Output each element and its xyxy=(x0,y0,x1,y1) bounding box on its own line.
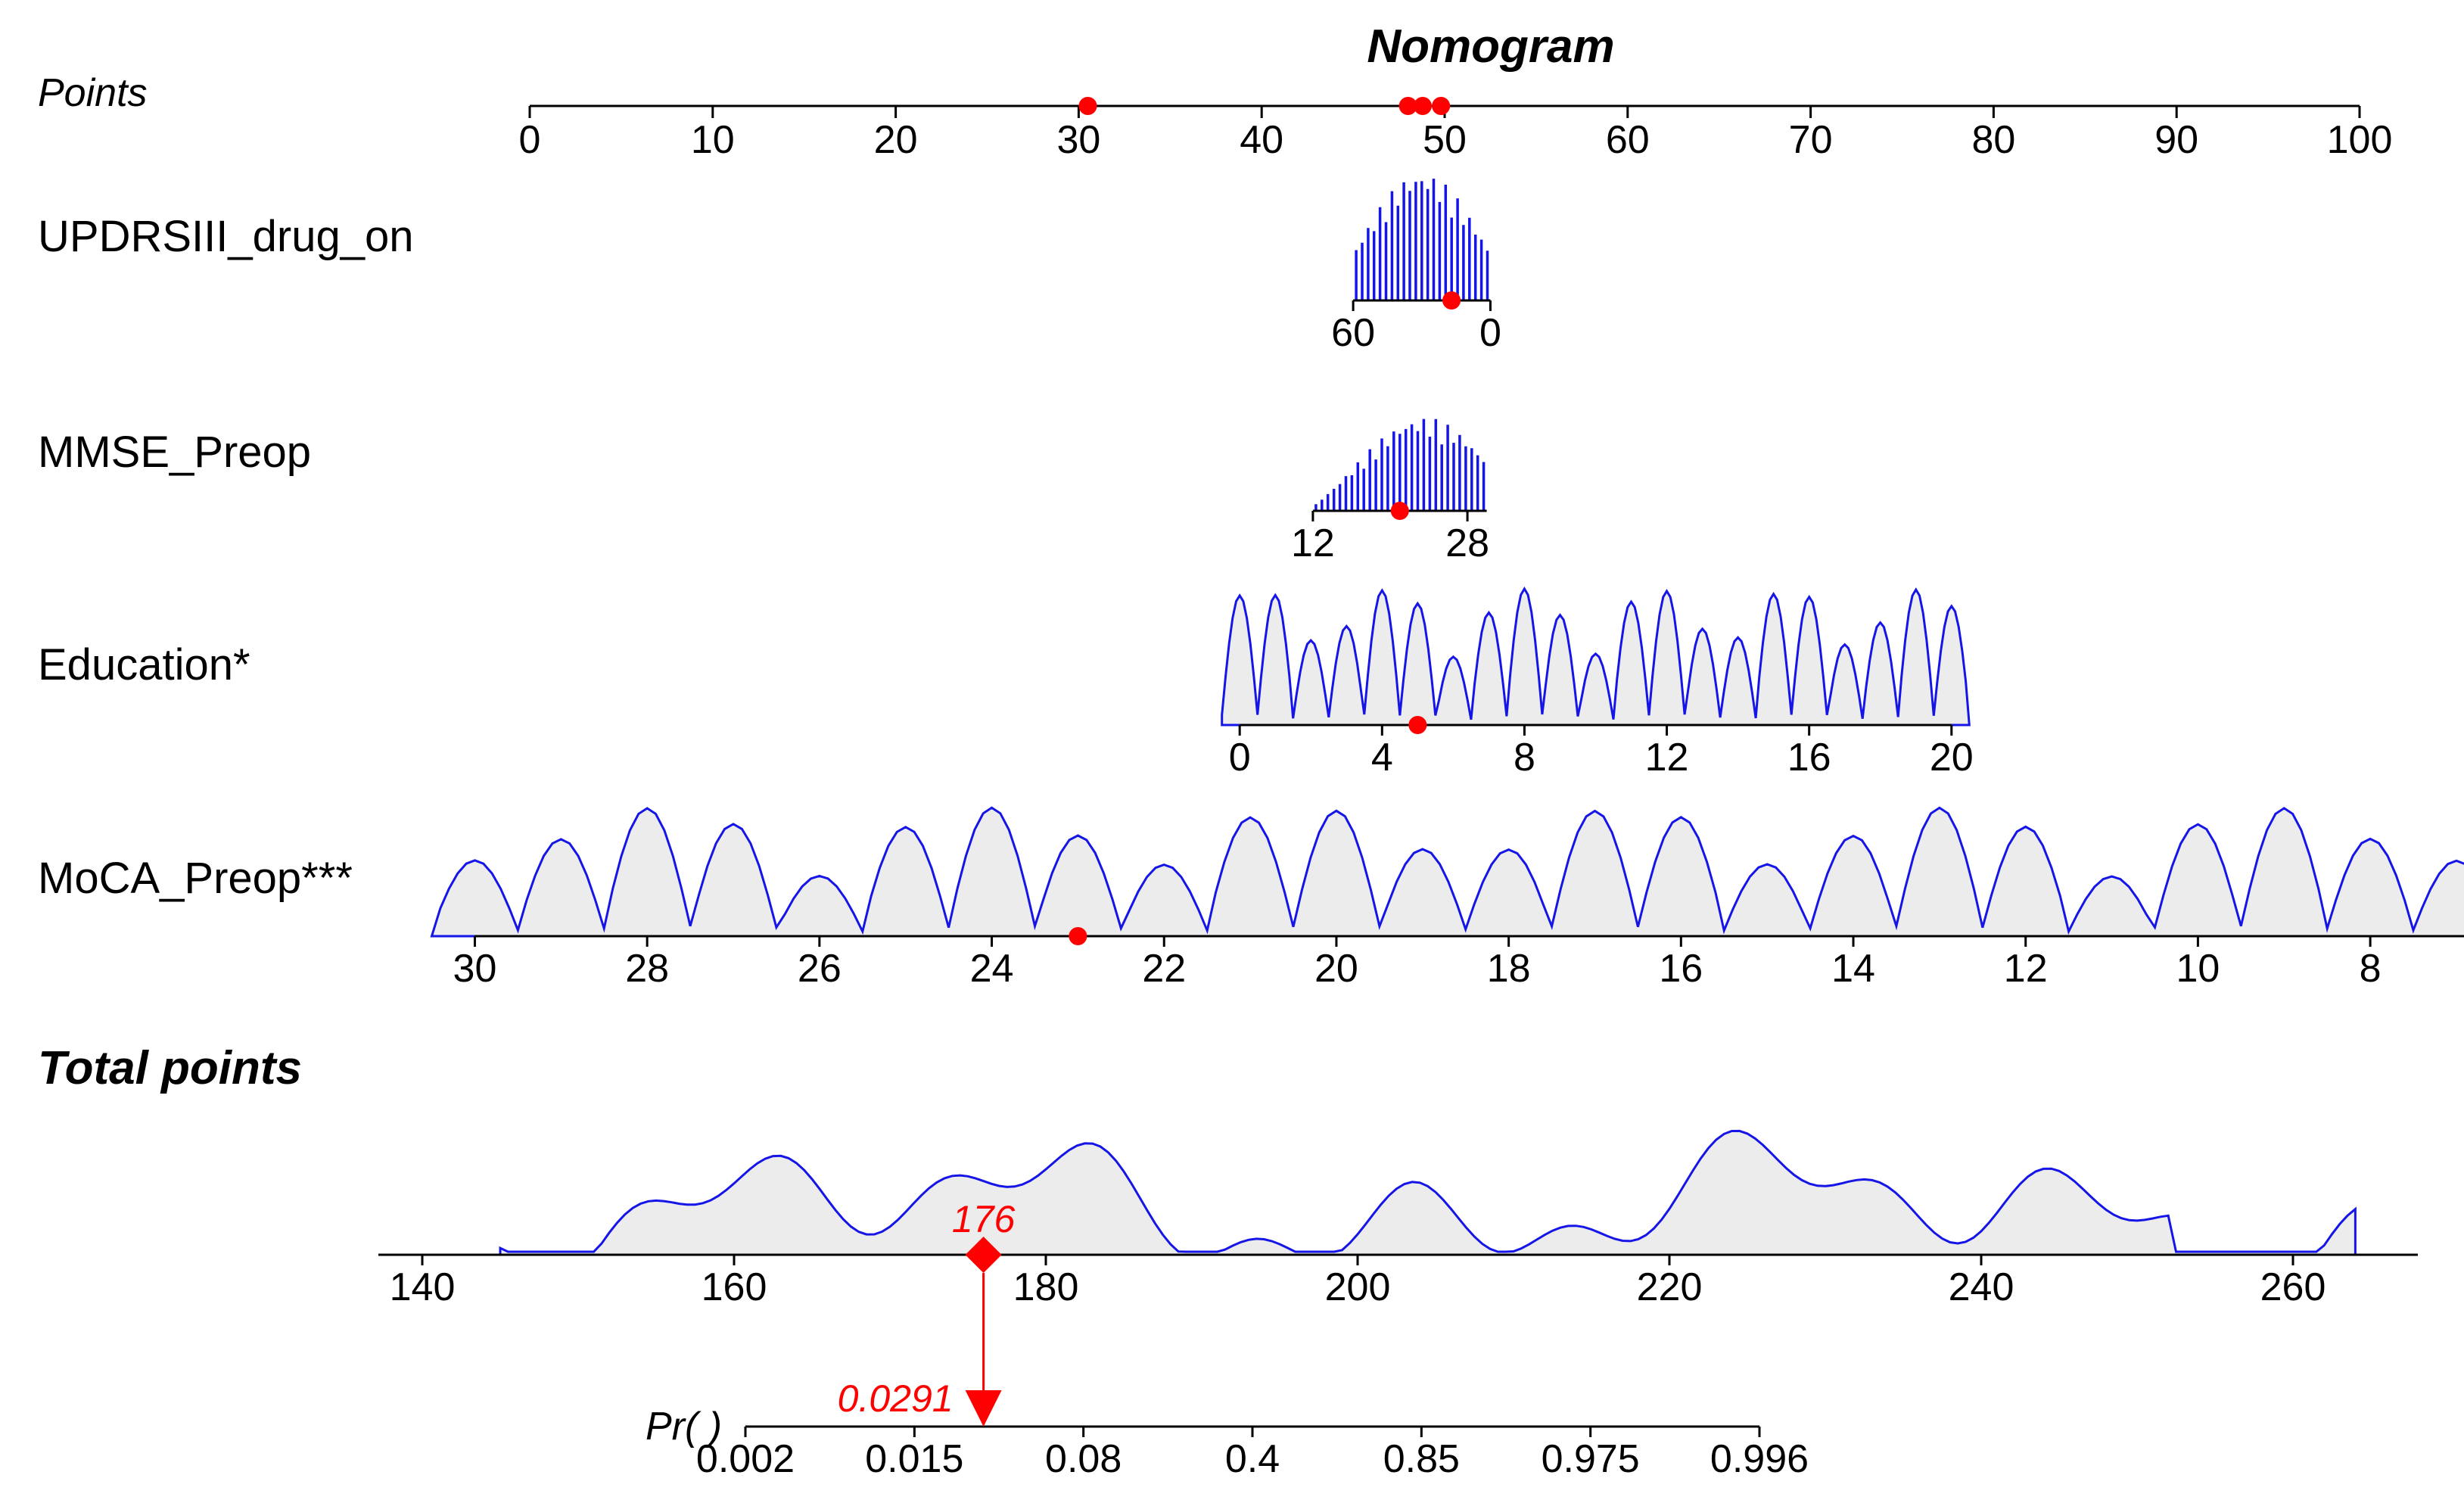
points-tick-label: 70 xyxy=(1789,118,1833,162)
points-tick-label: 10 xyxy=(691,118,735,162)
variable-label-mmse: MMSE_Preop xyxy=(38,428,311,477)
probability-tick-label: 0.015 xyxy=(865,1437,963,1481)
points-tick-label: 100 xyxy=(2327,118,2393,162)
var2-tick-label: 16 xyxy=(1787,736,1831,780)
var0-tick-label: 60 xyxy=(1331,311,1375,355)
var2-tick-label: 8 xyxy=(1514,736,1535,780)
var3-tick-label: 20 xyxy=(1314,947,1358,991)
probability-tick-label: 0.4 xyxy=(1225,1437,1280,1481)
var3-tick-label: 10 xyxy=(2176,947,2220,991)
total-points-tick-label: 200 xyxy=(1325,1265,1391,1309)
probability-tick-label: 0.996 xyxy=(1710,1437,1809,1481)
var3-tick-label: 22 xyxy=(1142,947,1186,991)
points-highlight-marker xyxy=(1413,97,1432,115)
var3-selected-marker xyxy=(1069,927,1087,945)
var2-tick-label: 0 xyxy=(1229,736,1251,780)
total-points-label: Total points xyxy=(38,1042,302,1094)
var3-tick-label: 18 xyxy=(1487,947,1531,991)
probability-tick-label: 0.08 xyxy=(1045,1437,1122,1481)
total-points-tick-label: 180 xyxy=(1013,1265,1079,1309)
points-tick-label: 50 xyxy=(1423,118,1467,162)
variable-label-education: Education* xyxy=(38,640,250,689)
points-tick-label: 80 xyxy=(1971,118,2015,162)
var2-selected-marker xyxy=(1408,716,1427,734)
var1-tick-label: 12 xyxy=(1291,521,1335,565)
total-points-tick-label: 260 xyxy=(2260,1265,2326,1309)
points-highlight-marker xyxy=(1432,97,1451,115)
points-highlight-marker xyxy=(1398,97,1417,115)
points-axis-label: Points xyxy=(38,71,148,115)
points-tick-label: 30 xyxy=(1056,118,1100,162)
var1-selected-marker xyxy=(1390,502,1409,520)
points-tick-label: 20 xyxy=(874,118,918,162)
total-points-tick-label: 240 xyxy=(1949,1265,2014,1309)
probability-selected-arrow xyxy=(965,1390,1002,1427)
var1-tick-label: 28 xyxy=(1445,521,1489,565)
var3-tick-label: 16 xyxy=(1659,947,1703,991)
var3-tick-label: 8 xyxy=(2360,947,2382,991)
total-points-tick-label: 140 xyxy=(390,1265,456,1309)
total-points-distribution xyxy=(499,1129,2357,1256)
var3-distribution xyxy=(430,806,2464,938)
total-points-selected-label: 176 xyxy=(952,1198,1016,1240)
var2-tick-label: 20 xyxy=(1930,736,1974,780)
var3-tick-label: 30 xyxy=(453,947,497,991)
probability-tick-label: 0.002 xyxy=(696,1437,795,1481)
var3-tick-label: 24 xyxy=(970,947,1014,991)
var2-tick-label: 12 xyxy=(1645,736,1689,780)
total-points-tick-label: 220 xyxy=(1637,1265,1703,1309)
total-points-tick-label: 160 xyxy=(702,1265,767,1309)
probability-tick-label: 0.85 xyxy=(1383,1437,1460,1481)
points-highlight-marker xyxy=(1078,97,1097,115)
points-tick-label: 60 xyxy=(1606,118,1650,162)
var2-tick-label: 4 xyxy=(1371,736,1393,780)
points-tick-label: 0 xyxy=(519,118,541,162)
points-tick-label: 40 xyxy=(1240,118,1283,162)
var3-tick-label: 26 xyxy=(798,947,842,991)
chart-title: Nomogram xyxy=(1367,20,1614,73)
var3-tick-label: 28 xyxy=(625,947,669,991)
var0-tick-label: 0 xyxy=(1479,311,1501,355)
total-points-selected-marker xyxy=(965,1237,1002,1273)
var2-distribution xyxy=(1221,587,1971,727)
variable-label-moca: MoCA_Preop*** xyxy=(38,854,353,903)
probability-selected-label: 0.0291 xyxy=(838,1377,954,1420)
var3-tick-label: 12 xyxy=(2004,947,2048,991)
points-tick-label: 90 xyxy=(2154,118,2198,162)
var3-tick-label: 14 xyxy=(1831,947,1875,991)
probability-axis-label: Pr( ) xyxy=(646,1405,722,1449)
var0-selected-marker xyxy=(1442,291,1461,310)
var1-distribution xyxy=(1314,419,1486,511)
probability-tick-label: 0.975 xyxy=(1542,1437,1640,1481)
var0-distribution xyxy=(1355,179,1489,300)
variable-label-updrsiii: UPDRSIII_drug_on xyxy=(38,212,413,261)
